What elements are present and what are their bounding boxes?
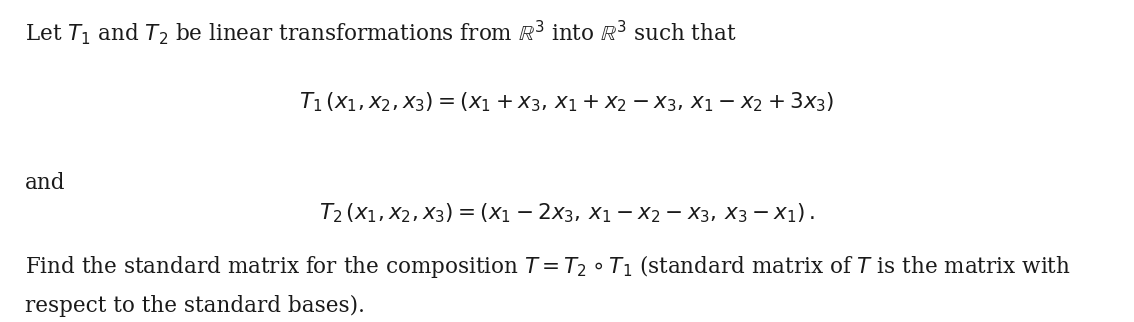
Text: Find the standard matrix for the composition $T = T_2 \circ T_1$ (standard matri: Find the standard matrix for the composi… xyxy=(25,253,1070,280)
Text: $T_1\,(x_1, x_2, x_3) = (x_1 + x_3,\, x_1 + x_2 - x_3,\, x_1 - x_2 + 3x_3)$: $T_1\,(x_1, x_2, x_3) = (x_1 + x_3,\, x_… xyxy=(299,90,835,114)
Text: and: and xyxy=(25,172,66,194)
Text: $T_2\,(x_1, x_2, x_3) = (x_1 - 2x_3,\, x_1 - x_2 - x_3,\, x_3 - x_1)\,.$: $T_2\,(x_1, x_2, x_3) = (x_1 - 2x_3,\, x… xyxy=(319,201,815,225)
Text: Let $T_1$ and $T_2$ be linear transformations from $\mathbb{R}^3$ into $\mathbb{: Let $T_1$ and $T_2$ be linear transforma… xyxy=(25,18,737,46)
Text: respect to the standard bases).: respect to the standard bases). xyxy=(25,295,365,317)
